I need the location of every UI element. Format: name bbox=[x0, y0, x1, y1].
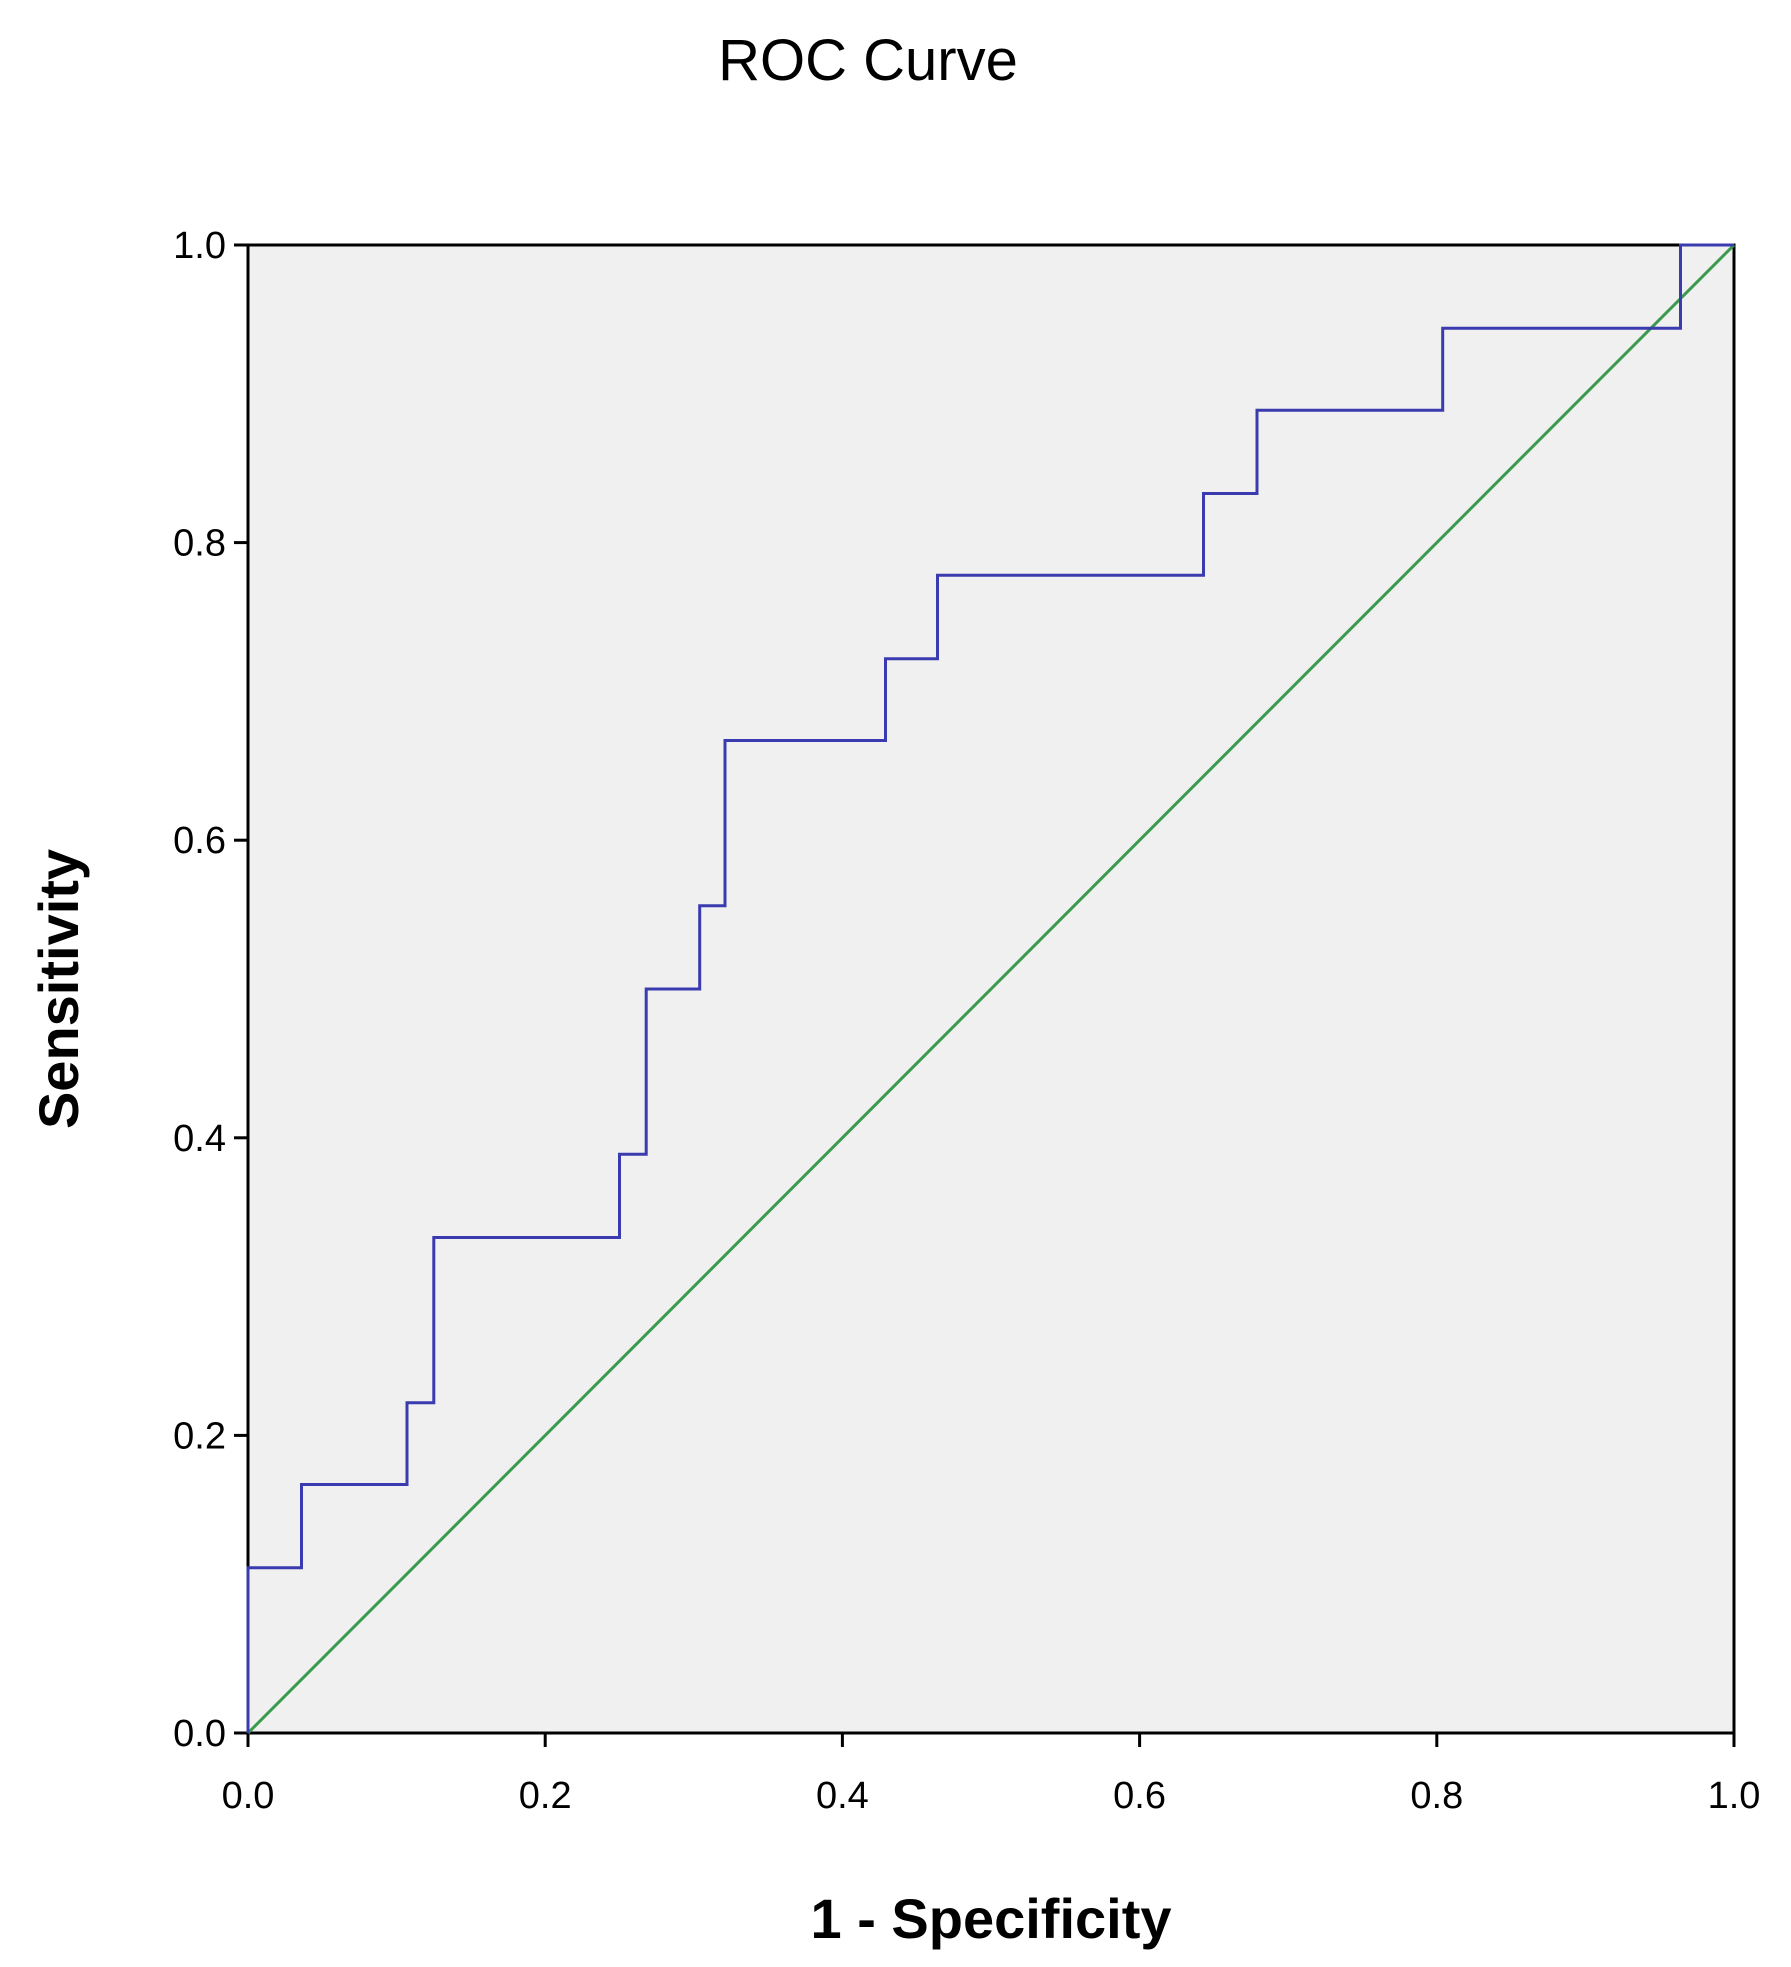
x-tick-label: 0.2 bbox=[519, 1775, 572, 1817]
y-tick-label: 0.6 bbox=[173, 820, 226, 862]
y-axis-ticks: 0.0 0.2 0.4 0.6 0.8 1.0 bbox=[173, 225, 248, 1755]
roc-curve-line bbox=[246, 243, 1734, 1733]
x-axis-ticks: 0.0 0.2 0.4 0.6 0.8 1.0 bbox=[222, 1733, 1761, 1817]
reference-diagonal-line bbox=[246, 243, 1736, 1735]
y-axis-label: Sensitivity bbox=[27, 849, 90, 1129]
y-tick-label: 0.2 bbox=[173, 1415, 226, 1457]
x-axis-label: 1 - Specificity bbox=[810, 1887, 1171, 1950]
x-tick-label: 0.6 bbox=[1113, 1775, 1166, 1817]
chart-title: ROC Curve bbox=[718, 28, 1018, 93]
y-tick-label: 0.8 bbox=[173, 523, 226, 565]
x-tick-label: 0.0 bbox=[222, 1775, 275, 1817]
x-tick-label: 1.0 bbox=[1708, 1775, 1761, 1817]
y-tick-label: 1.0 bbox=[173, 225, 226, 267]
x-tick-label: 0.8 bbox=[1410, 1775, 1463, 1817]
x-tick-label: 0.4 bbox=[816, 1775, 869, 1817]
y-tick-label: 0.0 bbox=[173, 1713, 226, 1755]
y-tick-label: 0.4 bbox=[173, 1118, 226, 1160]
